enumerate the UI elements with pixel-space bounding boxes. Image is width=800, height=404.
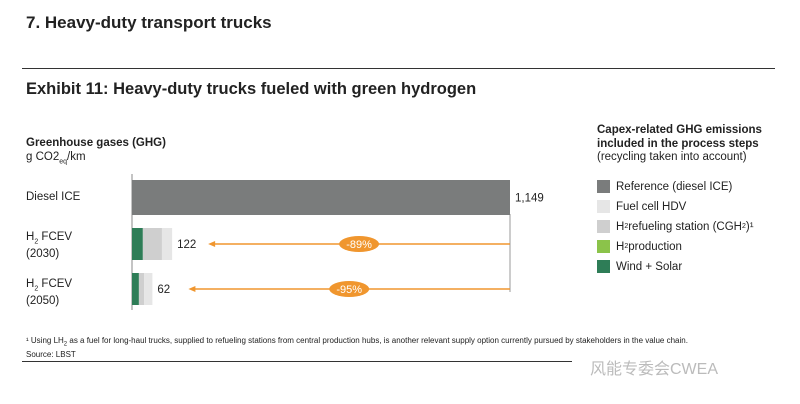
total-label: 122 [177, 239, 196, 251]
legend-title: Capex-related GHG emissions included in t… [597, 124, 762, 150]
legend-swatch [597, 200, 610, 213]
category-label-fcev-2050: H2 FCEV (2050) [26, 278, 73, 308]
bar-segment-fuel-cell-hdv [144, 273, 153, 305]
category-label-fcev-2030: H2 FCEV (2030) [26, 231, 73, 261]
footnote: ¹ Using LH2 as a fuel for long-haul truc… [26, 336, 688, 359]
watermark: 风能专委会CWEA [590, 361, 719, 378]
bar-segment-fuel-cell-hdv [161, 228, 173, 260]
legend-item-reference: Reference (diesel ICE) [597, 180, 732, 193]
chart-unit: g CO2eq/km [26, 151, 86, 166]
exhibit-title: Exhibit 11: Heavy-duty trucks fueled wit… [26, 80, 477, 98]
bar-segment-wind-solar [132, 228, 143, 260]
legend-item-wind-solar: Wind + Solar [597, 260, 682, 273]
reduction-badge [339, 236, 380, 252]
legend-swatch [597, 220, 610, 233]
bar-segment-reference-diesel-ice- [132, 180, 510, 215]
bar-segment-h2-refueling-station-cgh2- [142, 228, 162, 260]
total-label: 1,149 [515, 193, 544, 205]
divider [22, 68, 775, 69]
arrow-head [188, 286, 196, 292]
bar-segment-wind-solar [132, 273, 139, 305]
section-title: 7. Heavy-duty transport trucks [26, 13, 272, 32]
legend-swatch [597, 260, 610, 273]
category-label-diesel: Diesel ICE [26, 191, 81, 203]
legend-subtitle: (recycling taken into account) [597, 151, 747, 163]
legend-item-fuel-cell: Fuel cell HDV [597, 200, 686, 213]
reduction-label: -89% [346, 239, 372, 251]
total-label: 62 [157, 284, 170, 296]
legend-swatch [597, 240, 610, 253]
divider [22, 361, 572, 362]
chart-title: Greenhouse gases (GHG) [26, 137, 166, 149]
source: Source: LBST [26, 349, 76, 359]
legend-swatch [597, 180, 610, 193]
reduction-label: -95% [336, 284, 362, 296]
bar-segment-h2-refueling-station-cgh2- [138, 273, 145, 305]
arrow-head [208, 241, 216, 247]
reduction-badge [329, 281, 370, 297]
